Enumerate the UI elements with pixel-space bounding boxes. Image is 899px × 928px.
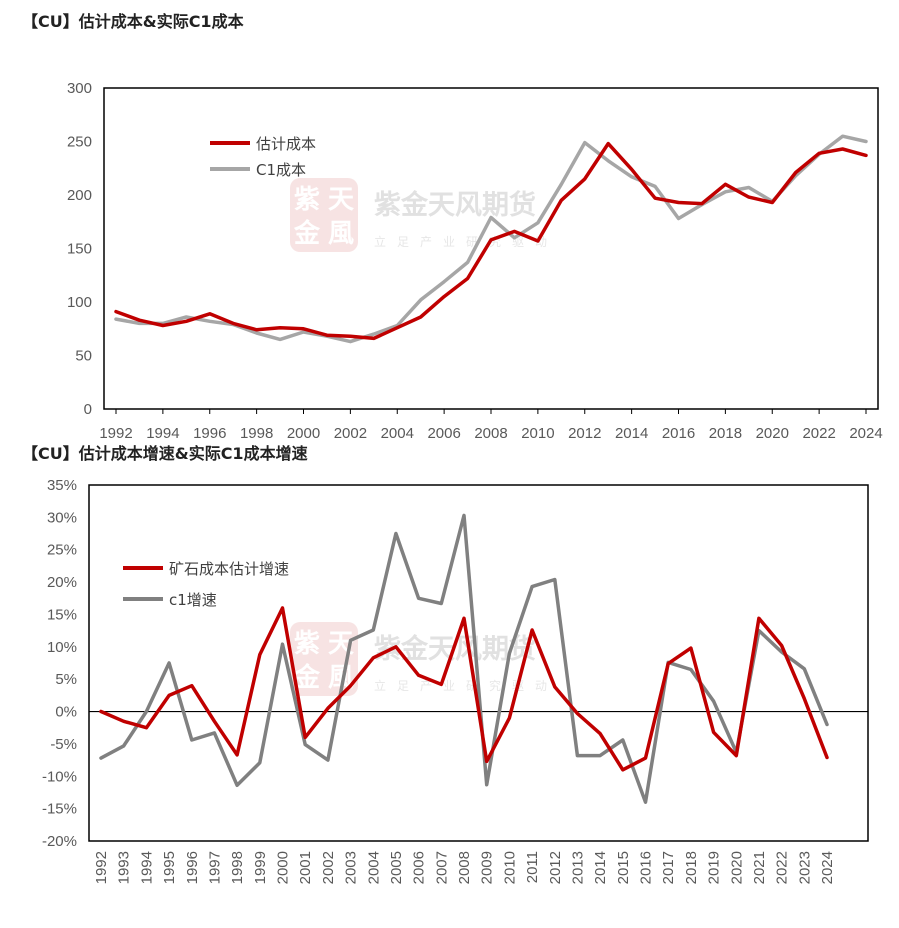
x-tick-label: 2010 bbox=[501, 851, 518, 884]
watermark-seal-char: 紫 bbox=[294, 629, 320, 659]
y-tick-label: -15% bbox=[42, 801, 77, 818]
y-tick-label: 50 bbox=[75, 348, 92, 365]
x-tick-label: 2003 bbox=[343, 851, 360, 884]
watermark-seal bbox=[290, 178, 358, 252]
x-tick-label: 1994 bbox=[138, 851, 155, 884]
watermark-slogan: 立足产业研究驱动 bbox=[374, 234, 558, 249]
x-tick-label: 2012 bbox=[547, 851, 564, 884]
x-tick-label: 2001 bbox=[297, 851, 314, 884]
x-tick-label: 2008 bbox=[456, 851, 473, 884]
legend-label-1: 估计成本 bbox=[256, 135, 316, 153]
watermark-seal-char: 天 bbox=[328, 185, 354, 215]
y-tick-label: 30% bbox=[47, 509, 77, 526]
y-tick-label: 35% bbox=[47, 477, 77, 494]
watermark-seal-char: 風 bbox=[328, 219, 354, 249]
y-tick-label: 20% bbox=[47, 574, 77, 591]
x-tick-label: 2018 bbox=[683, 851, 700, 884]
x-tick-label: 2021 bbox=[751, 851, 768, 884]
x-tick-label: 2013 bbox=[569, 851, 586, 884]
watermark-company: 紫金天风期货 bbox=[374, 189, 536, 221]
chart-2-title: 【CU】估计成本增速&实际C1成本增速 bbox=[22, 444, 308, 463]
legend-label-2: c1增速 bbox=[169, 591, 217, 609]
x-tick-label: 1994 bbox=[146, 425, 179, 442]
x-tick-label: 1995 bbox=[161, 851, 178, 884]
x-tick-label: 2018 bbox=[709, 425, 742, 442]
x-tick-label: 2017 bbox=[660, 851, 677, 884]
y-tick-label: -5% bbox=[50, 736, 77, 753]
x-tick-label: 1993 bbox=[116, 851, 133, 884]
x-tick-label: 2022 bbox=[802, 425, 835, 442]
watermark-slogan: 立足产业研究驱动 bbox=[374, 678, 558, 693]
chart-1: 紫天金 風紫金天风期货立足产业研究驱动 0 50 100 150 200 250 300 1992… bbox=[67, 80, 883, 442]
watermark-seal-char: 金 bbox=[293, 218, 321, 249]
x-tick-label: 2008 bbox=[474, 425, 507, 442]
legend-label-1: 矿石成本估计增速 bbox=[169, 560, 289, 578]
watermark-seal bbox=[290, 622, 358, 696]
x-tick-label: 2005 bbox=[388, 851, 405, 884]
x-tick-label: 2024 bbox=[849, 425, 882, 442]
y-tick-label: -10% bbox=[42, 768, 77, 785]
x-tick-label: 2010 bbox=[521, 425, 554, 442]
plot-area-border bbox=[88, 484, 869, 842]
x-tick-label: 2020 bbox=[756, 425, 789, 442]
x-tick-label: 2004 bbox=[381, 425, 414, 442]
x-tick-label: 2011 bbox=[524, 851, 541, 883]
x-tick-label: 1996 bbox=[184, 851, 201, 884]
y-tick-label: 15% bbox=[47, 606, 77, 623]
y-tick-label: 10% bbox=[47, 639, 77, 656]
x-tick-label: 2007 bbox=[433, 851, 450, 884]
x-tick-label: 1999 bbox=[252, 851, 269, 884]
y-tick-label: 0 bbox=[84, 401, 92, 418]
x-tick-label: 2020 bbox=[728, 851, 745, 884]
x-tick-label: 2015 bbox=[615, 851, 632, 884]
series-line-2 bbox=[99, 513, 829, 804]
x-tick-label: 2016 bbox=[662, 425, 695, 442]
legend-label-2: C1成本 bbox=[256, 161, 306, 179]
x-tick-label: 2023 bbox=[796, 851, 813, 884]
x-tick-label: 2000 bbox=[287, 425, 320, 442]
y-tick-label: 25% bbox=[47, 542, 77, 559]
x-tick-label: 2012 bbox=[568, 425, 601, 442]
series-line-1 bbox=[99, 606, 829, 772]
x-tick-label: 2002 bbox=[334, 425, 367, 442]
y-tick-label: 0% bbox=[55, 704, 77, 721]
watermark-seal-char: 紫 bbox=[294, 185, 320, 215]
y-tick-label: 200 bbox=[67, 187, 92, 204]
x-tick-label: 2002 bbox=[320, 851, 337, 884]
x-tick-label: 1996 bbox=[193, 425, 226, 442]
x-tick-label: 1992 bbox=[93, 851, 110, 884]
x-tick-label: 2000 bbox=[275, 851, 292, 884]
x-tick-label: 2006 bbox=[427, 425, 460, 442]
x-tick-label: 2014 bbox=[615, 425, 648, 442]
x-tick-label: 1998 bbox=[229, 851, 246, 884]
chart-1-title: 【CU】估计成本&实际C1成本 bbox=[22, 12, 244, 31]
y-tick-label: 150 bbox=[67, 241, 92, 258]
x-tick-label: 1998 bbox=[240, 425, 273, 442]
chart-2: 紫天金 風紫金天风期货立足产业研究驱动-20%-15%-10%-5%0%5%10%… bbox=[42, 477, 869, 884]
x-tick-label: 1997 bbox=[206, 851, 223, 884]
y-tick-label: -20% bbox=[42, 833, 77, 850]
x-tick-label: 2004 bbox=[365, 851, 382, 884]
y-tick-label: 250 bbox=[67, 134, 92, 151]
watermark-1: 紫天金 風紫金天风期货立足产业研究驱动 bbox=[290, 178, 558, 252]
series-line-1 bbox=[114, 141, 868, 341]
x-tick-label: 2009 bbox=[479, 851, 496, 884]
x-tick-label: 2014 bbox=[592, 851, 609, 884]
x-tick-label: 2019 bbox=[706, 851, 723, 884]
x-tick-label: 2016 bbox=[638, 851, 655, 884]
x-tick-label: 2024 bbox=[819, 851, 836, 884]
y-tick-label: 300 bbox=[67, 80, 92, 97]
x-tick-label: 2006 bbox=[411, 851, 428, 884]
y-tick-label: 100 bbox=[67, 294, 92, 311]
x-tick-label: 2022 bbox=[774, 851, 791, 884]
x-tick-label: 1992 bbox=[99, 425, 132, 442]
y-tick-label: 5% bbox=[55, 671, 77, 688]
